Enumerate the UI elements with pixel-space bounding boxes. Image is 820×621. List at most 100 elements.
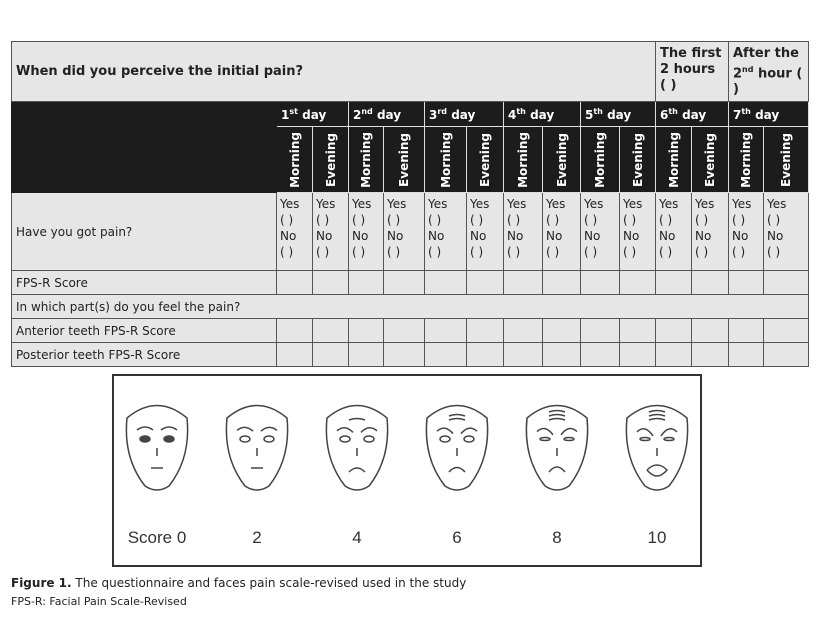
figure-caption: Figure 1. The questionnaire and faces pa… xyxy=(11,576,466,590)
checkbox-blank[interactable]: ( ) xyxy=(387,245,401,259)
evening-label: Evening xyxy=(478,132,492,187)
score-cell[interactable] xyxy=(619,270,656,295)
score-cell[interactable] xyxy=(655,270,692,295)
checkbox-blank[interactable]: ( ) xyxy=(695,213,709,227)
score-cell[interactable] xyxy=(580,270,620,295)
score-cell[interactable] xyxy=(348,342,384,367)
face-score-label: 10 xyxy=(647,528,667,547)
checkbox-blank[interactable]: ( ) xyxy=(767,245,781,259)
score-cell[interactable] xyxy=(424,342,467,367)
no-option: No xyxy=(623,229,640,243)
face-score-label: 4 xyxy=(352,528,362,547)
score-cell[interactable] xyxy=(728,318,764,343)
score-cell[interactable] xyxy=(763,342,809,367)
checkbox-blank[interactable]: ( ) xyxy=(470,213,484,227)
checkbox-blank[interactable]: ( ) xyxy=(659,245,673,259)
score-cell[interactable] xyxy=(619,318,656,343)
yes-option: Yes xyxy=(659,197,679,211)
score-cell[interactable] xyxy=(619,342,656,367)
score-cell[interactable] xyxy=(503,342,543,367)
yes-option: Yes xyxy=(732,197,752,211)
caption-label: Figure 1. xyxy=(11,576,72,590)
score-cell[interactable] xyxy=(312,270,349,295)
checkbox-blank[interactable]: ( ) xyxy=(280,213,294,227)
score-cell[interactable] xyxy=(655,342,692,367)
score-cell[interactable] xyxy=(276,342,313,367)
checkbox-blank[interactable]: ( ) xyxy=(507,245,521,259)
morning-label: Morning xyxy=(666,131,681,188)
face-3 xyxy=(425,404,489,491)
score-cell[interactable] xyxy=(348,270,384,295)
score-cell[interactable] xyxy=(276,270,313,295)
morning-header: Morning xyxy=(503,126,543,193)
checkbox-blank[interactable]: ( ) xyxy=(352,213,366,227)
score-cell[interactable] xyxy=(542,270,581,295)
evening-header: Evening xyxy=(763,126,809,193)
score-cell[interactable] xyxy=(466,342,504,367)
checkbox-blank[interactable]: ( ) xyxy=(767,213,781,227)
checkbox-blank[interactable]: ( ) xyxy=(352,245,366,259)
score-cell[interactable] xyxy=(312,342,349,367)
checkbox-blank[interactable]: ( ) xyxy=(695,245,709,259)
morning-label: Morning xyxy=(739,131,753,188)
score-cell[interactable] xyxy=(424,270,467,295)
no-option: No xyxy=(659,229,676,243)
checkbox-blank[interactable]: ( ) xyxy=(546,213,560,227)
day-label: 1st day xyxy=(281,106,327,122)
score-cell[interactable] xyxy=(763,270,809,295)
which-part-label: In which part(s) do you feel the pain? xyxy=(11,294,809,319)
yes-no-cell: Yes ( ) No ( ) xyxy=(276,192,313,271)
score-cell[interactable] xyxy=(503,270,543,295)
score-cell[interactable] xyxy=(655,318,692,343)
face-1 xyxy=(225,404,289,491)
checkbox-blank[interactable]: ( ) xyxy=(732,245,746,259)
checkbox-blank[interactable]: ( ) xyxy=(546,245,560,259)
checkbox-blank[interactable]: ( ) xyxy=(732,213,746,227)
yes-option: Yes xyxy=(428,197,448,211)
checkbox-blank[interactable]: ( ) xyxy=(387,213,401,227)
checkbox-blank[interactable]: ( ) xyxy=(507,213,521,227)
score-cell[interactable] xyxy=(542,342,581,367)
faces-pain-scale: Score 0 2 4 6 8 10 xyxy=(112,374,702,567)
day-header-3: 3rd day xyxy=(424,101,504,127)
score-cell[interactable] xyxy=(580,342,620,367)
score-cell[interactable] xyxy=(383,270,425,295)
yes-no-cell: Yes ( ) No ( ) xyxy=(312,192,349,271)
score-cell[interactable] xyxy=(691,270,729,295)
score-cell[interactable] xyxy=(383,342,425,367)
checkbox-blank[interactable]: ( ) xyxy=(316,213,330,227)
score-cell[interactable] xyxy=(503,318,543,343)
checkbox-blank[interactable]: ( ) xyxy=(316,245,330,259)
score-cell[interactable] xyxy=(580,318,620,343)
header-blank xyxy=(11,101,277,193)
checkbox-blank[interactable]: ( ) xyxy=(584,213,598,227)
score-cell[interactable] xyxy=(691,342,729,367)
score-cell[interactable] xyxy=(466,270,504,295)
score-cell[interactable] xyxy=(542,318,581,343)
face-score-label: 6 xyxy=(452,528,462,547)
score-cell[interactable] xyxy=(691,318,729,343)
score-cell[interactable] xyxy=(728,270,764,295)
score-cell[interactable] xyxy=(763,318,809,343)
checkbox-blank[interactable]: ( ) xyxy=(659,213,673,227)
checkbox-blank[interactable]: ( ) xyxy=(280,245,294,259)
evening-header: Evening xyxy=(383,126,425,193)
day-label: 3rd day xyxy=(429,106,476,122)
checkbox-blank[interactable]: ( ) xyxy=(428,213,442,227)
day-label: 2nd day xyxy=(353,106,402,122)
score-cell[interactable] xyxy=(728,342,764,367)
checkbox-blank[interactable]: ( ) xyxy=(428,245,442,259)
checkbox-blank[interactable]: ( ) xyxy=(470,245,484,259)
score-cell[interactable] xyxy=(312,318,349,343)
score-cell[interactable] xyxy=(276,318,313,343)
score-cell[interactable] xyxy=(383,318,425,343)
score-cell[interactable] xyxy=(348,318,384,343)
morning-header: Morning xyxy=(655,126,692,193)
checkbox-blank[interactable]: ( ) xyxy=(584,245,598,259)
score-cell[interactable] xyxy=(466,318,504,343)
face-score-label: Score 0 xyxy=(127,528,187,547)
score-cell[interactable] xyxy=(424,318,467,343)
checkbox-blank[interactable]: ( ) xyxy=(623,213,637,227)
checkbox-blank[interactable]: ( ) xyxy=(623,245,637,259)
day-label: 6th day xyxy=(660,106,707,122)
